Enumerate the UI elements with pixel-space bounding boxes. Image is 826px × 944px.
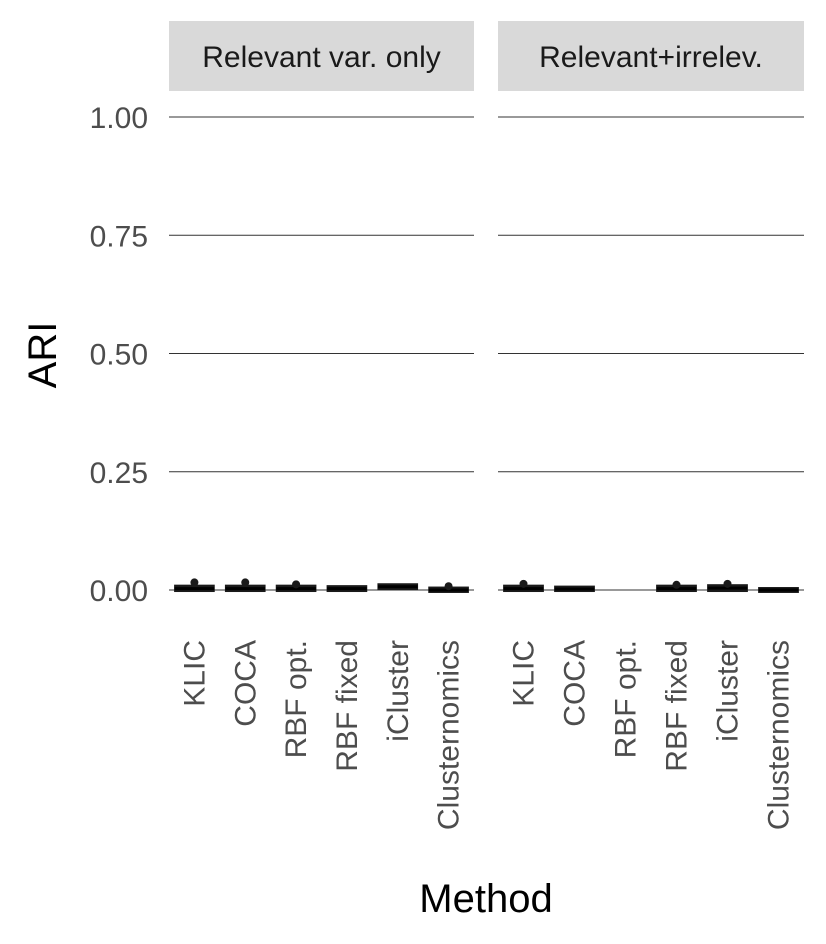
x-tick-label: RBF fixed: [331, 640, 364, 772]
panels-layer: Relevant var. only KLIC COCA RBF opt. RBF fi…: [169, 21, 804, 830]
y-tick-label: 0.75: [90, 220, 148, 253]
x-tick-label: RBF fixed: [661, 640, 694, 772]
x-tick-label: iCluster: [712, 640, 745, 742]
x-tick-label: Clusternomics: [433, 640, 466, 830]
y-axis-title: ARI: [21, 322, 65, 389]
y-tick-label: 0.00: [90, 575, 148, 608]
facet-strip: [169, 21, 474, 91]
box-coca: [224, 578, 266, 593]
box-clusternomics: [428, 582, 469, 593]
x-tick-label: RBF opt.: [280, 640, 313, 758]
box-icluster: [377, 583, 419, 591]
outlier-point: [292, 580, 301, 589]
y-tick-label: 1.00: [90, 102, 148, 135]
box-icluster: [707, 579, 748, 593]
outlier-point: [241, 578, 250, 587]
x-tick-label: KLIC: [178, 640, 211, 707]
outlier-point: [672, 580, 681, 589]
x-tick-label: RBF opt.: [610, 640, 643, 758]
x-tick-label: iCluster: [382, 640, 415, 742]
facet-panel-1: Relevant var. only KLIC COCA RBF opt. RBF fi…: [169, 21, 474, 830]
facet-strip-label: Relevant var. only: [202, 41, 440, 74]
x-tick-label: Clusternomics: [763, 640, 796, 830]
outlier-point: [444, 582, 453, 591]
box-rbf-opt-: [275, 580, 317, 593]
y-axis: 0.00 0.25 0.50 0.75 1.00: [90, 102, 148, 608]
x-tick-label: KLIC: [508, 640, 541, 707]
x-tick-label: COCA: [559, 640, 592, 727]
facet-strip-label: Relevant+irrelev.: [539, 41, 763, 74]
box-coca: [554, 585, 595, 593]
box-clusternomics: [758, 587, 799, 593]
x-tick-label: COCA: [229, 640, 262, 727]
outlier-point: [723, 579, 732, 588]
box-klic: [503, 579, 544, 593]
box-klic: [174, 578, 215, 593]
box-rbf-fixed: [326, 585, 368, 593]
facet-strip: [498, 21, 804, 91]
y-tick-label: 0.50: [90, 339, 148, 372]
y-tick-label: 0.25: [90, 457, 148, 490]
facet-panel-2: Relevant+irrelev. KLIC COCA RBF opt. RBF fix…: [498, 21, 804, 830]
outlier-point: [190, 578, 199, 587]
box-rbf-fixed: [656, 580, 697, 593]
x-axis-title: Method: [419, 877, 552, 921]
outlier-point: [519, 579, 528, 588]
